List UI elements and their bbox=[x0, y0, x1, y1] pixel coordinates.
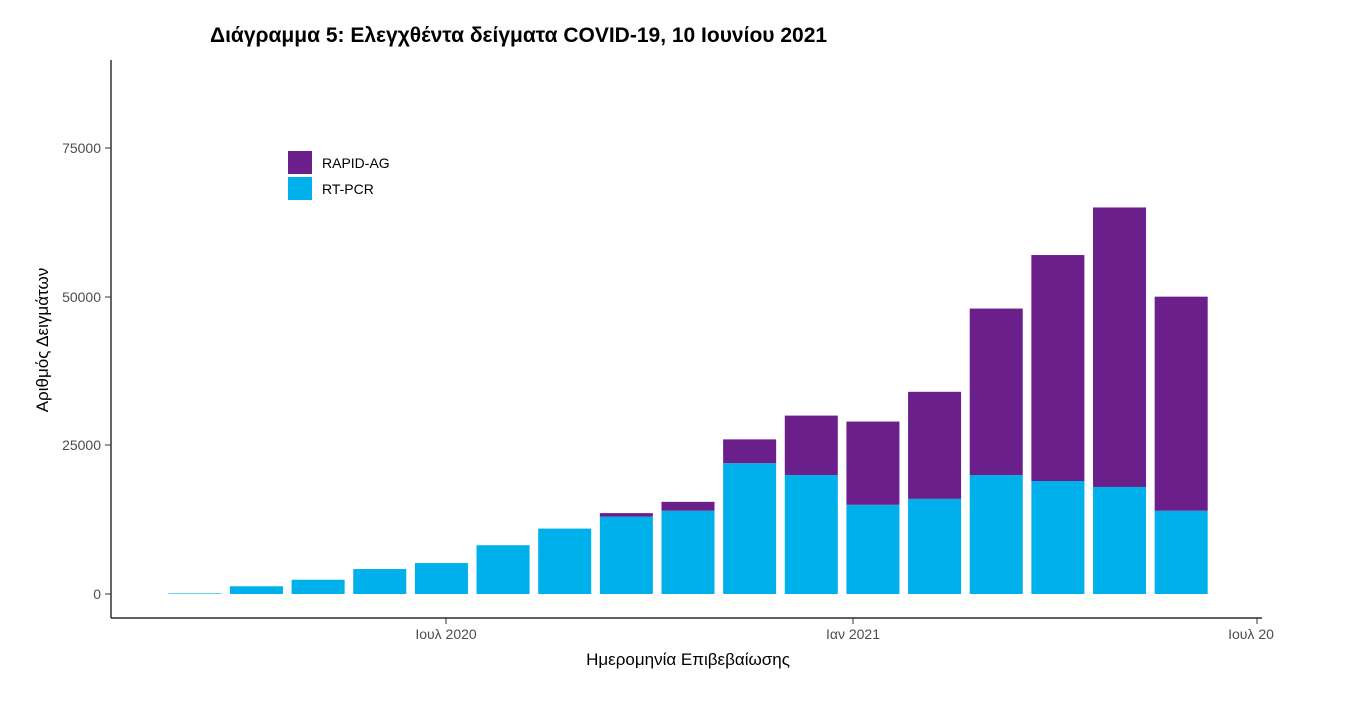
chart-title: Διάγραμμα 5: Ελεγχθέντα δείγματα COVID-1… bbox=[210, 24, 828, 47]
y-tick-label-50000: 50000 bbox=[62, 289, 101, 305]
bar-rapid-ag-2021-01 bbox=[846, 421, 900, 505]
bar-rt-pcr-2021-05 bbox=[1093, 486, 1147, 594]
bar-rt-pcr-2021-03 bbox=[969, 475, 1023, 594]
bar-rt-pcr-2020-12 bbox=[784, 475, 838, 594]
legend: RAPID-AG RT-PCR bbox=[288, 151, 390, 200]
bar-rt-pcr-2020-03 bbox=[229, 586, 283, 594]
bar-rapid-ag-2020-09 bbox=[599, 513, 653, 517]
legend-label-rapid-ag: RAPID-AG bbox=[322, 155, 390, 171]
bar-rapid-ag-2021-06 bbox=[1154, 296, 1208, 511]
bar-rt-pcr-2021-04 bbox=[1031, 481, 1085, 594]
bar-rt-pcr-2020-09 bbox=[599, 516, 653, 594]
x-tick-label-jul-2021: Ιουλ 20 bbox=[1228, 626, 1274, 642]
bar-rt-pcr-2020-02 bbox=[168, 593, 222, 594]
x-tick-label-jan-2021: Ιαν 2021 bbox=[826, 626, 880, 642]
x-axis-title: Ημερομηνία Επιβεβαίωσης bbox=[586, 650, 790, 669]
bar-rt-pcr-2020-08 bbox=[538, 528, 592, 594]
bar-rt-pcr-2020-04 bbox=[291, 579, 345, 594]
y-tick-label-25000: 25000 bbox=[62, 437, 101, 453]
y-tick-label-0: 0 bbox=[93, 586, 101, 602]
bar-rapid-ag-2020-11 bbox=[723, 439, 777, 464]
bar-rapid-ag-2020-10 bbox=[661, 501, 715, 511]
y-tick-label-75000: 75000 bbox=[62, 140, 101, 156]
bar-rapid-ag-2020-12 bbox=[784, 415, 838, 476]
bar-rapid-ag-2021-04 bbox=[1031, 255, 1085, 482]
bar-rt-pcr-2020-07 bbox=[476, 545, 530, 594]
bars-group bbox=[168, 207, 1208, 594]
bar-rapid-ag-2021-02 bbox=[908, 391, 962, 499]
legend-swatch-rt-pcr bbox=[288, 177, 312, 200]
y-axis-title: Αριθμός Δειγμάτων bbox=[33, 268, 52, 413]
legend-label-rt-pcr: RT-PCR bbox=[322, 181, 374, 197]
x-tick-label-jul-2020: Ιουλ 2020 bbox=[415, 626, 477, 642]
bar-rt-pcr-2020-05 bbox=[353, 569, 407, 594]
bar-rt-pcr-2020-10 bbox=[661, 510, 715, 594]
bar-rt-pcr-2021-02 bbox=[908, 498, 962, 594]
bar-rt-pcr-2021-06 bbox=[1154, 510, 1208, 594]
bar-rapid-ag-2021-03 bbox=[969, 308, 1023, 476]
bar-rt-pcr-2021-01 bbox=[846, 504, 900, 594]
legend-swatch-rapid-ag bbox=[288, 151, 312, 174]
bar-rt-pcr-2020-11 bbox=[723, 463, 777, 594]
bar-rapid-ag-2021-05 bbox=[1093, 207, 1147, 487]
bar-rt-pcr-2020-06 bbox=[414, 563, 468, 594]
